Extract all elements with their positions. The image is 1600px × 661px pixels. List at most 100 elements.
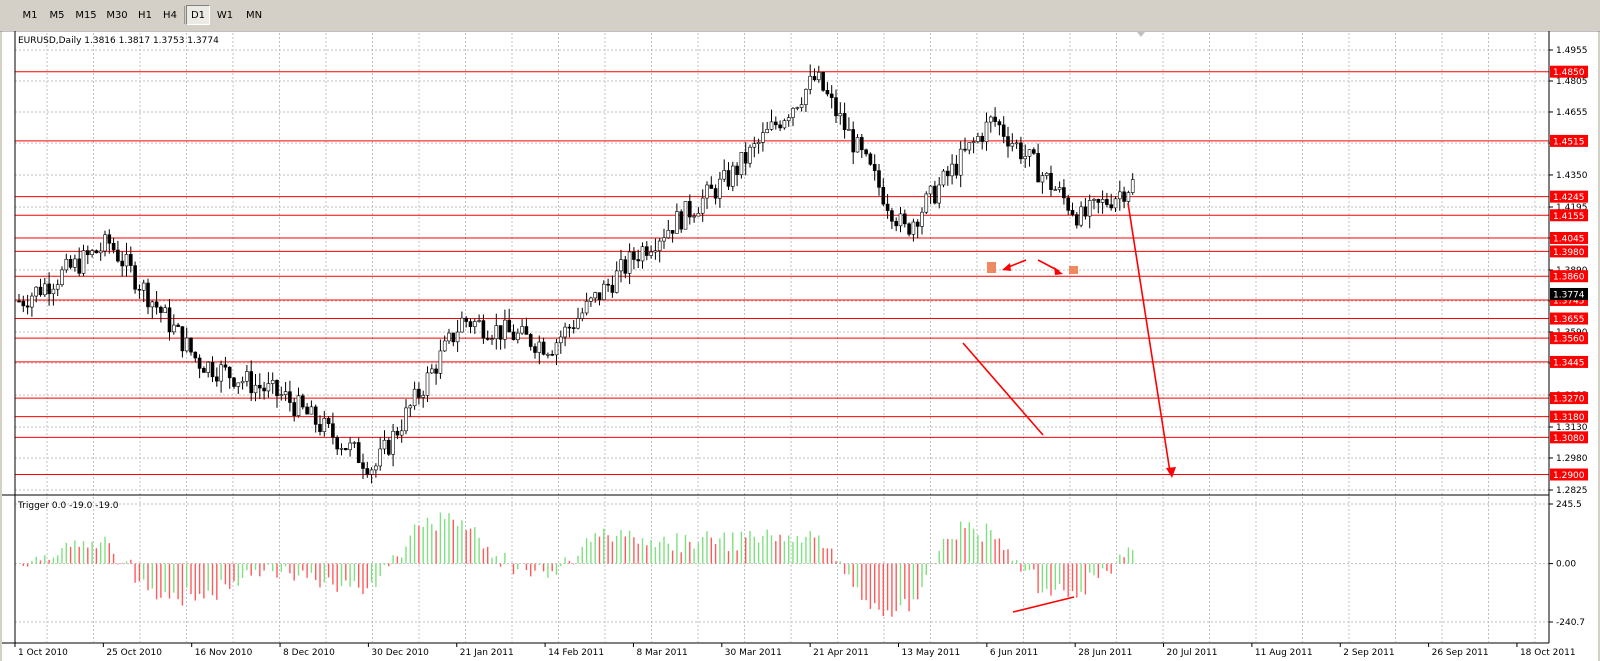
candle-body: [868, 153, 873, 165]
candle-body: [90, 250, 94, 256]
candle-body: [86, 250, 90, 256]
candle-body: [25, 305, 30, 308]
candle-body: [98, 250, 103, 254]
price-tick-label: 1.2825: [1556, 486, 1588, 496]
candle-body: [1006, 136, 1010, 147]
candle-body: [1049, 172, 1053, 190]
date-tick-label: 20 Jul 2011: [1167, 648, 1218, 658]
level-label: 1.3560: [1553, 335, 1585, 345]
date-tick-label: 13 May 2011: [902, 648, 961, 658]
tf-button-h4[interactable]: H4: [158, 5, 182, 25]
candle-body: [227, 366, 232, 379]
tf-button-m30[interactable]: M30: [102, 5, 132, 25]
candle-body: [1109, 204, 1113, 209]
candle-body: [361, 462, 365, 469]
tf-button-w1[interactable]: W1: [212, 5, 238, 25]
candle-body: [1032, 149, 1036, 154]
candle-body: [877, 170, 881, 188]
candle-body: [1066, 197, 1070, 211]
candle-body: [107, 234, 112, 244]
candle-body: [520, 326, 524, 334]
candle-body: [283, 391, 288, 396]
candle-body: [498, 325, 503, 340]
candle-body: [369, 469, 374, 475]
candle-body: [206, 361, 210, 373]
tf-button-m15[interactable]: M15: [71, 5, 101, 25]
candle-body: [348, 442, 352, 451]
price-tick-label: 1.4655: [1556, 108, 1588, 118]
candle-body: [610, 284, 615, 293]
candle-body: [748, 146, 752, 164]
candle-body: [386, 439, 391, 455]
candle-body: [1062, 187, 1066, 199]
level-label: 1.3980: [1553, 248, 1585, 258]
candle-body: [1130, 179, 1135, 193]
candle-body: [305, 406, 309, 415]
date-tick-label: 6 Jun 2011: [990, 648, 1038, 658]
candle-body: [507, 319, 512, 333]
candle-body: [963, 148, 967, 151]
candle-body: [1083, 206, 1088, 217]
candle-body: [210, 361, 215, 378]
price-tick-label: 1.4195: [1556, 203, 1588, 213]
candle-body: [670, 230, 675, 234]
candle-body: [447, 332, 451, 342]
level-label: 1.3860: [1553, 273, 1585, 283]
candle-body: [692, 215, 696, 218]
candle-body: [159, 306, 163, 313]
candle-body: [679, 211, 684, 230]
candle-body: [1036, 153, 1040, 183]
candle-body: [116, 249, 120, 262]
level-label: 1.3745: [1553, 296, 1585, 306]
level-label: 1.2900: [1553, 471, 1585, 481]
candle-body: [584, 301, 589, 314]
candle-body: [649, 251, 653, 256]
tf-button-d1[interactable]: D1: [186, 5, 210, 25]
chart-area[interactable]: 1.49551.48051.46551.45051.43501.41951.40…: [0, 31, 1600, 661]
candle-body: [687, 201, 692, 218]
candle-body: [928, 185, 933, 195]
candle-body: [773, 121, 778, 126]
tf-button-m5[interactable]: M5: [44, 5, 70, 25]
candle-body: [266, 383, 271, 392]
arrow-head-right: [1054, 267, 1063, 275]
candle-body: [300, 395, 305, 408]
candle-body: [472, 321, 477, 327]
candle-body: [124, 254, 129, 267]
candle-body: [666, 230, 671, 239]
candle-body: [253, 384, 258, 394]
candle-body: [279, 394, 284, 397]
candle-body: [644, 246, 649, 256]
candle-body: [1079, 206, 1083, 226]
candle-body: [791, 108, 795, 118]
tf-button-m1[interactable]: M1: [17, 5, 43, 25]
candle-body: [468, 321, 473, 327]
candle-body: [120, 260, 124, 267]
candle-body: [976, 136, 980, 142]
tf-button-h1[interactable]: H1: [133, 5, 157, 25]
candle-body: [533, 346, 537, 353]
candle-body: [129, 254, 133, 266]
candle-body: [709, 184, 714, 189]
candle-body: [718, 178, 722, 199]
candle-body: [541, 341, 546, 355]
level-label-box: [1550, 392, 1588, 405]
candle-body: [980, 136, 985, 142]
candle-body: [215, 376, 219, 382]
candle-body: [795, 107, 800, 109]
level-labels: 1.4850 1.4515 1.4245 1.4155 1.4045 1.3980 1.38…: [1550, 65, 1588, 481]
candle-body: [322, 418, 327, 432]
candle-body: [240, 380, 245, 384]
candle-body: [1126, 192, 1131, 202]
candle-body: [950, 163, 954, 177]
candle-body: [111, 242, 116, 251]
level-label-box: [1550, 209, 1588, 222]
level-lines: [15, 71, 1549, 476]
candle-body: [141, 282, 146, 291]
candle-body: [154, 301, 159, 308]
tf-button-mn[interactable]: MN: [240, 5, 268, 25]
indicator-tick-label: -240.7: [1556, 618, 1585, 628]
candle-body: [339, 448, 344, 450]
candle-body: [335, 437, 340, 450]
date-tick-label: 18 Oct 2011: [1520, 648, 1576, 658]
